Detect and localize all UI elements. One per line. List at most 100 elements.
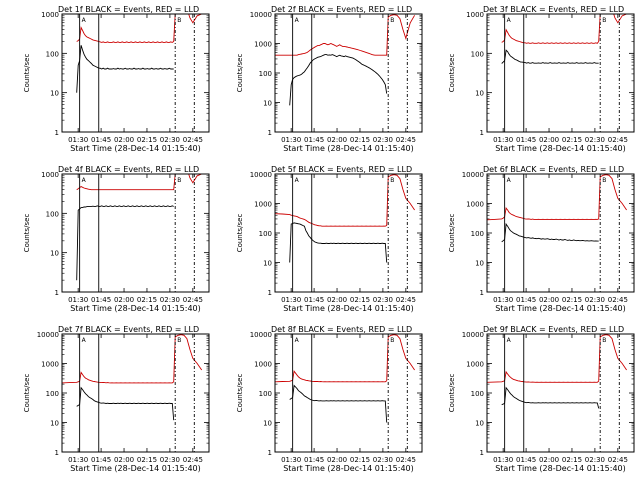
- y-tick-label: 1000: [41, 361, 59, 369]
- plot-frame: [274, 173, 423, 293]
- series-events: [501, 222, 599, 243]
- x-tick-label: 01:30: [493, 456, 513, 464]
- x-axis-label: Start Time (28-Dec-14 01:15:40): [283, 304, 414, 313]
- y-axis-label: Counts/sec: [448, 374, 456, 413]
- x-tick-label: 02:00: [327, 136, 347, 144]
- x-tick-label: 02:15: [137, 456, 157, 464]
- y-axis-label: Counts/sec: [23, 214, 31, 253]
- x-axis-label: Start Time (28-Dec-14 01:15:40): [70, 304, 201, 313]
- y-tick-label: 10: [263, 100, 272, 108]
- y-tick-label: 10000: [462, 171, 484, 179]
- x-tick-label: 02:15: [562, 456, 582, 464]
- x-tick-label: 02:30: [160, 456, 180, 464]
- y-axis-label: Counts/sec: [236, 54, 244, 93]
- marker-annotation: B: [602, 177, 606, 184]
- panel-det-7: Det 7f BLACK = Events, RED = LLD Counts/s…: [23, 325, 210, 473]
- y-tick-label: 1: [268, 289, 272, 297]
- y-tick-label: 100: [259, 70, 272, 78]
- panel-det-8: Det 8f BLACK = Events, RED = LLD Counts/s…: [236, 325, 423, 473]
- x-tick-label: 02:00: [539, 296, 559, 304]
- plot-frame: [274, 333, 423, 453]
- x-tick-label: 02:30: [585, 136, 605, 144]
- y-tick-label: 100: [259, 390, 272, 398]
- marker-annotation: B: [602, 17, 606, 24]
- x-tick-label: 02:00: [327, 296, 347, 304]
- y-tick-label: 100: [46, 50, 59, 58]
- y-tick-label: 1: [268, 129, 272, 137]
- x-axis-label: Start Time (28-Dec-14 01:15:40): [70, 464, 201, 473]
- x-axis-label: Start Time (28-Dec-14 01:15:40): [283, 464, 414, 473]
- y-tick-label: 1: [55, 289, 59, 297]
- marker-annotation: A: [507, 337, 512, 344]
- y-tick-label: 1: [480, 129, 484, 137]
- series-lld: [76, 14, 202, 43]
- series-events: [501, 386, 600, 409]
- plot-frame: [61, 333, 210, 453]
- panel-title: Det 1f BLACK = Events, RED = LLD: [58, 5, 199, 14]
- x-axis-label: Start Time (28-Dec-14 01:15:40): [70, 144, 201, 153]
- panel-det-5: Det 5f BLACK = Events, RED = LLD Counts/s…: [236, 165, 423, 313]
- x-tick-label: 01:45: [91, 456, 111, 464]
- y-tick-label: 10: [50, 420, 59, 428]
- series-events: [76, 386, 175, 421]
- plot-frame: [486, 173, 635, 293]
- x-tick-label: 02:15: [350, 456, 370, 464]
- x-tick-label: 01:45: [516, 456, 536, 464]
- y-tick-label: 10: [50, 90, 59, 98]
- y-tick-label: 1: [55, 449, 59, 457]
- y-tick-label: 100: [46, 390, 59, 398]
- x-tick-label: 02:45: [183, 296, 203, 304]
- panel-det-2: Det 2f BLACK = Events, RED = LLD Counts/s…: [236, 5, 423, 153]
- x-tick-label: 02:00: [539, 136, 559, 144]
- y-tick-label: 10: [475, 260, 484, 268]
- series-lld: [62, 334, 203, 384]
- x-tick-label: 02:45: [608, 296, 628, 304]
- panel-title: Det 7f BLACK = Events, RED = LLD: [58, 325, 199, 334]
- x-tick-label: 01:30: [281, 296, 301, 304]
- series-lld: [501, 14, 627, 44]
- series-events: [76, 45, 174, 93]
- x-tick-label: 02:00: [539, 456, 559, 464]
- y-tick-label: 1000: [466, 201, 484, 209]
- marker-annotation: B: [390, 337, 394, 344]
- x-tick-label: 02:45: [396, 296, 416, 304]
- y-tick-label: 1: [55, 129, 59, 137]
- x-axis-label: Start Time (28-Dec-14 01:15:40): [495, 304, 626, 313]
- panel-title: Det 3f BLACK = Events, RED = LLD: [483, 5, 624, 14]
- marker-annotation: A: [82, 17, 87, 24]
- series-lld: [487, 334, 627, 383]
- marker-annotation: A: [82, 337, 87, 344]
- y-tick-label: 1000: [41, 11, 59, 19]
- x-tick-label: 02:15: [562, 136, 582, 144]
- marker-annotation: B: [602, 337, 606, 344]
- plot-frame: [274, 13, 423, 133]
- y-tick-label: 100: [471, 230, 484, 238]
- y-axis-label: Counts/sec: [23, 374, 31, 413]
- y-tick-label: 10000: [250, 11, 272, 19]
- panel-det-4: Det 4f BLACK = Events, RED = LLD Counts/s…: [23, 165, 210, 313]
- x-tick-label: 02:15: [350, 296, 370, 304]
- x-tick-label: 02:00: [114, 136, 134, 144]
- x-tick-label: 02:30: [160, 296, 180, 304]
- y-axis-label: Counts/sec: [448, 54, 456, 93]
- x-tick-label: 02:30: [373, 456, 393, 464]
- x-tick-label: 01:45: [91, 136, 111, 144]
- y-tick-label: 100: [46, 210, 59, 218]
- x-tick-label: 01:45: [91, 296, 111, 304]
- x-tick-label: 01:30: [68, 296, 88, 304]
- marker-annotation: A: [295, 177, 300, 184]
- panel-title: Det 5f BLACK = Events, RED = LLD: [271, 165, 412, 174]
- y-tick-label: 10: [475, 420, 484, 428]
- y-tick-label: 10000: [250, 171, 272, 179]
- marker-annotation: B: [390, 177, 394, 184]
- x-axis-label: Start Time (28-Dec-14 01:15:40): [495, 464, 626, 473]
- y-axis-label: Counts/sec: [23, 54, 31, 93]
- x-tick-label: 02:45: [608, 456, 628, 464]
- x-tick-label: 02:30: [373, 136, 393, 144]
- y-axis-label: Counts/sec: [236, 374, 244, 413]
- panel-title: Det 9f BLACK = Events, RED = LLD: [483, 325, 624, 334]
- panel-title: Det 6f BLACK = Events, RED = LLD: [483, 165, 624, 174]
- y-tick-label: 100: [471, 50, 484, 58]
- x-tick-label: 01:45: [304, 136, 324, 144]
